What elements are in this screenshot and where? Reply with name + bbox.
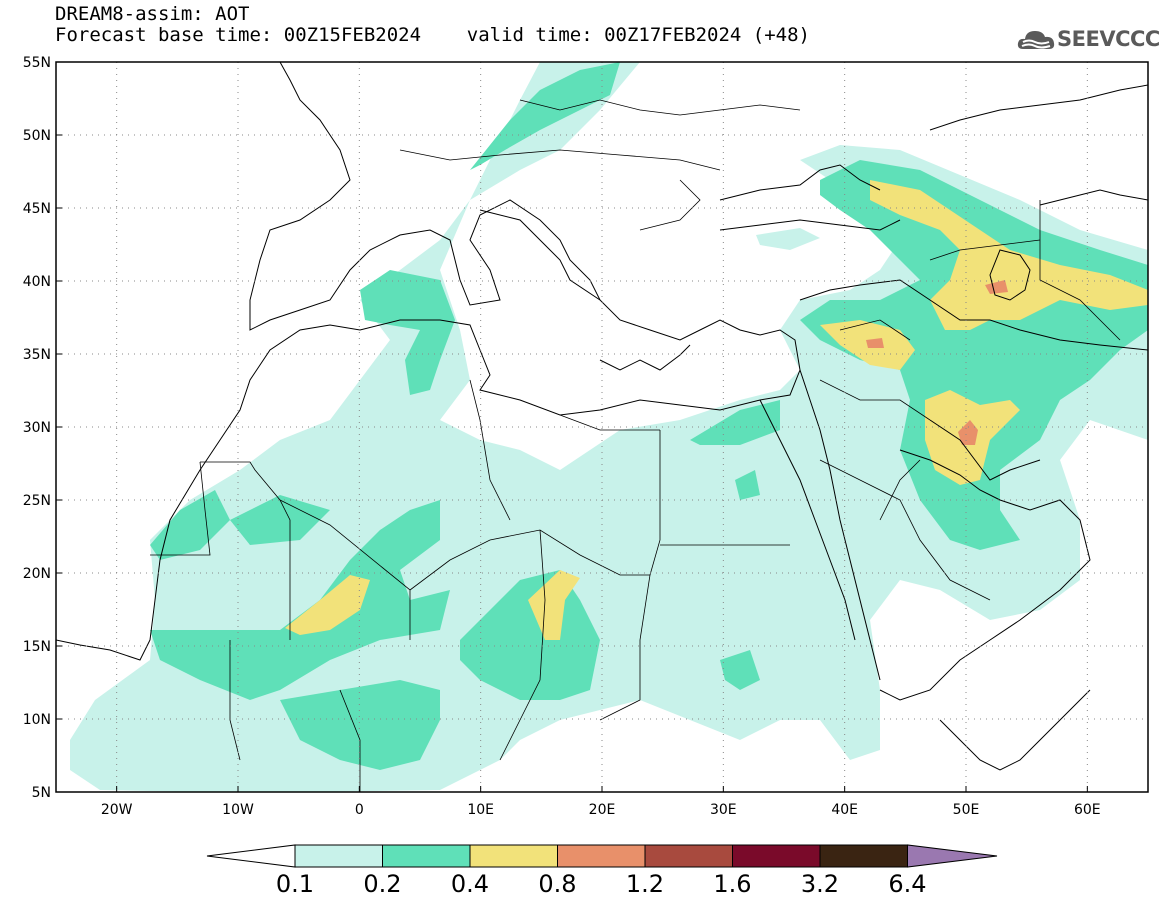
coastlines [56,62,1148,771]
colorbar-label: 1.2 [626,870,664,898]
aot-band-0.4 [285,180,1148,640]
y-tick-label: 20N [23,566,51,582]
colorbar-label: 0.2 [363,870,401,898]
colorbar-label: 0.1 [276,870,314,898]
colorbar-segment [644,844,733,868]
y-tick-label: 55N [23,55,51,71]
x-tick-label: 30E [710,802,737,818]
y-axis-ticks: 55N 50N 45N 40N 35N 30N 25N 20N 15N 10N 5N [23,55,62,801]
y-tick-label: 15N [23,639,51,655]
colorbar-segment [557,844,646,868]
x-axis-ticks: 20W 10W 0 10E 20E 30E 40E 50E 60E [101,786,1101,818]
colorbar-label: 6.4 [888,870,926,898]
x-tick-label: 10E [467,802,494,818]
logo-text: SEEVCCC [1057,27,1160,51]
colorbar-segment [469,844,558,868]
x-tick-label: 10W [222,802,254,818]
y-tick-label: 25N [23,493,51,509]
x-tick-label: 0 [355,802,364,818]
colorbar-label: 3.2 [801,870,839,898]
y-tick-label: 45N [23,201,51,217]
colorbar-segment [732,844,821,868]
y-tick-label: 30N [23,420,51,436]
colorbar: 0.1 0.2 0.4 0.8 1.2 1.6 3.2 6.4 [206,844,998,898]
colorbar-label: 1.6 [713,870,751,898]
cloud-icon [1017,31,1055,49]
country-borders [150,99,1121,792]
y-tick-label: 10N [23,712,51,728]
colorbar-segment [382,844,471,868]
map-title: DREAM8-assim: AOT [55,3,250,25]
x-tick-label: 20E [589,802,616,818]
aot-band-0.8 [866,280,1008,445]
colorbar-high-arrow [907,844,998,868]
colorbar-segment [294,844,383,868]
x-tick-label: 60E [1074,802,1101,818]
x-tick-label: 40E [831,802,858,818]
colorbar-segment [819,844,908,868]
aot-band-0.2 [150,62,1148,770]
map-subtitle-times: Forecast base time: 00Z15FEB2024 valid t… [55,24,810,46]
y-tick-label: 5N [32,785,51,801]
seevccc-logo: SEEVCCC [1017,25,1160,55]
y-tick-label: 35N [23,347,51,363]
x-tick-label: 50E [953,802,980,818]
y-tick-label: 50N [23,128,51,144]
colorbar-low-arrow [206,844,296,868]
colorbar-label: 0.4 [451,870,489,898]
aot-field [70,62,1148,792]
y-tick-label: 40N [23,274,51,290]
colorbar-label: 0.8 [538,870,576,898]
x-tick-label: 20W [101,802,133,818]
